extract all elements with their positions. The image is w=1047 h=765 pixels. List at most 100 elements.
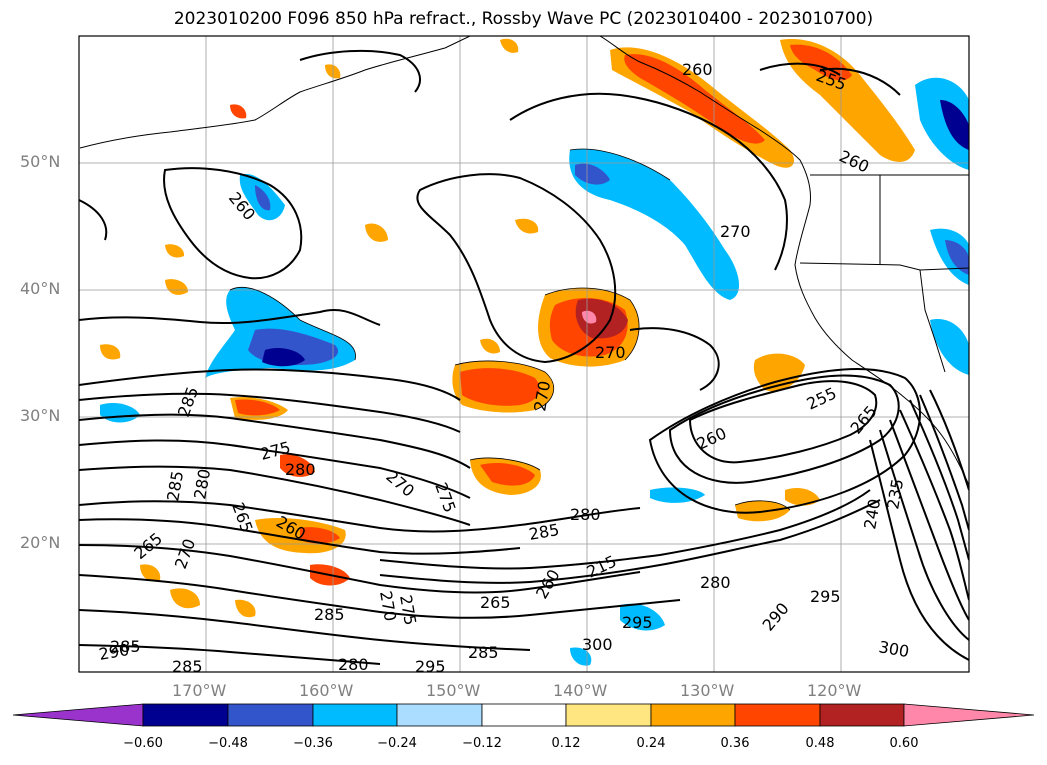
colorbar-cell [819,703,905,727]
colorbar-tick-label: −0.48 [208,736,248,751]
colorbar-tick-label: −0.36 [293,736,333,751]
colorbar-tick-label: 0.36 [720,736,750,751]
positive-anomaly [170,588,200,609]
contour-label: 280 [570,505,601,524]
contour-label: 285 [172,657,203,676]
contour-label: 285 [174,384,202,419]
contour-label: 265 [228,500,256,535]
contour-label: 260 [694,423,730,453]
positive-anomaly [480,463,535,486]
negative-anomaly [930,228,969,285]
negative-anomaly [100,403,140,423]
contour-label: 270 [595,343,626,362]
negative-anomaly [575,163,610,185]
colorbar-tick-label: 0.60 [889,736,919,751]
contour-label: 280 [190,467,214,500]
negative-anomaly [620,603,665,631]
colorbar-tick-label: −0.60 [123,736,163,751]
contour-label: 270 [171,536,199,571]
positive-anomaly [500,38,519,53]
positive-anomaly [230,104,247,119]
contour-label: 285 [468,643,499,662]
contour-label: 270 [382,467,418,501]
contour-label: 290 [97,640,130,664]
colorbar-tick-label: 0.24 [636,736,666,751]
colorbar [12,703,1035,727]
colorbar-cell [481,703,567,727]
positive-anomaly [235,399,280,416]
lat-label: 30°N [20,406,61,425]
positive-anomaly [575,298,628,339]
positive-anomaly [785,488,820,506]
contour-label: 300 [582,635,613,654]
lat-label: 50°N [20,152,61,171]
contour-label: 285 [163,469,187,502]
contour-lines [79,49,969,665]
colorbar-tick-label: 0.48 [805,736,835,751]
positive-anomaly [280,454,315,477]
lon-label: 150°W [426,681,481,700]
contour-label: 255 [804,383,840,413]
negative-anomaly [570,647,592,666]
negative-anomaly [930,319,969,375]
lon-label: 140°W [553,681,608,700]
positive-anomaly [365,223,388,242]
colorbar-cell [396,703,483,727]
positive-anomaly [235,599,256,618]
contour-label: 280 [338,655,369,674]
contour-label: 265 [130,529,166,563]
graticule [79,36,969,672]
plot-frame [78,35,970,673]
negative-anomaly [255,185,271,211]
colorbar-cell [227,703,314,727]
lon-label: 160°W [299,681,354,700]
colorbar-cell [142,703,229,727]
negative-anomaly [940,100,969,150]
lat-label: 40°N [20,279,61,298]
shaded-anomalies [100,38,969,666]
lon-label: 130°W [680,681,735,700]
colorbar-min-arrow [12,703,144,727]
contour-label: 260 [682,60,713,79]
lon-label: 120°W [807,681,862,700]
contour-label: 275 [396,593,420,626]
colorbar-cell [650,703,736,727]
positive-anomaly [140,564,161,582]
positive-anomaly [515,218,539,234]
contour-label: 270 [376,589,400,622]
colorbar-tick-label: −0.12 [462,736,502,751]
contour-label: 270 [720,222,751,241]
coastlines [79,36,969,486]
positive-anomaly [624,54,765,144]
lon-label: 170°W [172,681,227,700]
negative-anomaly [569,149,740,300]
positive-anomaly [100,344,121,360]
contour-label: 280 [700,573,731,592]
contour-label: 260 [836,146,872,176]
positive-anomaly [460,368,540,406]
contour-label: 285 [314,605,345,624]
positive-anomaly [165,244,185,258]
contour-label: 265 [480,593,511,612]
positive-anomaly [300,527,340,544]
positive-anomaly [480,338,500,354]
colorbar-cell [565,703,652,727]
colorbar-cell [734,703,821,727]
positive-anomaly [582,310,597,324]
contour-label: 270 [530,379,554,412]
contour-label: 285 [527,520,560,544]
positive-anomaly [165,279,188,295]
contour-label: 240 [860,497,884,530]
negative-anomaly [262,348,305,367]
positive-anomaly [780,39,915,162]
contour-label: 280 [285,460,316,479]
contour-label: 285 [110,637,141,656]
contour-label: 290 [759,599,793,635]
map-title: 2023010200 F096 850 hPa refract., Rossby… [173,9,874,29]
positive-anomaly [790,44,852,81]
contour-label: 275 [431,480,459,515]
colorbar-cell [312,703,398,727]
contour-label: 295 [622,613,653,632]
colorbar-tick-label: −0.24 [377,736,417,751]
lat-label: 20°N [20,533,61,552]
